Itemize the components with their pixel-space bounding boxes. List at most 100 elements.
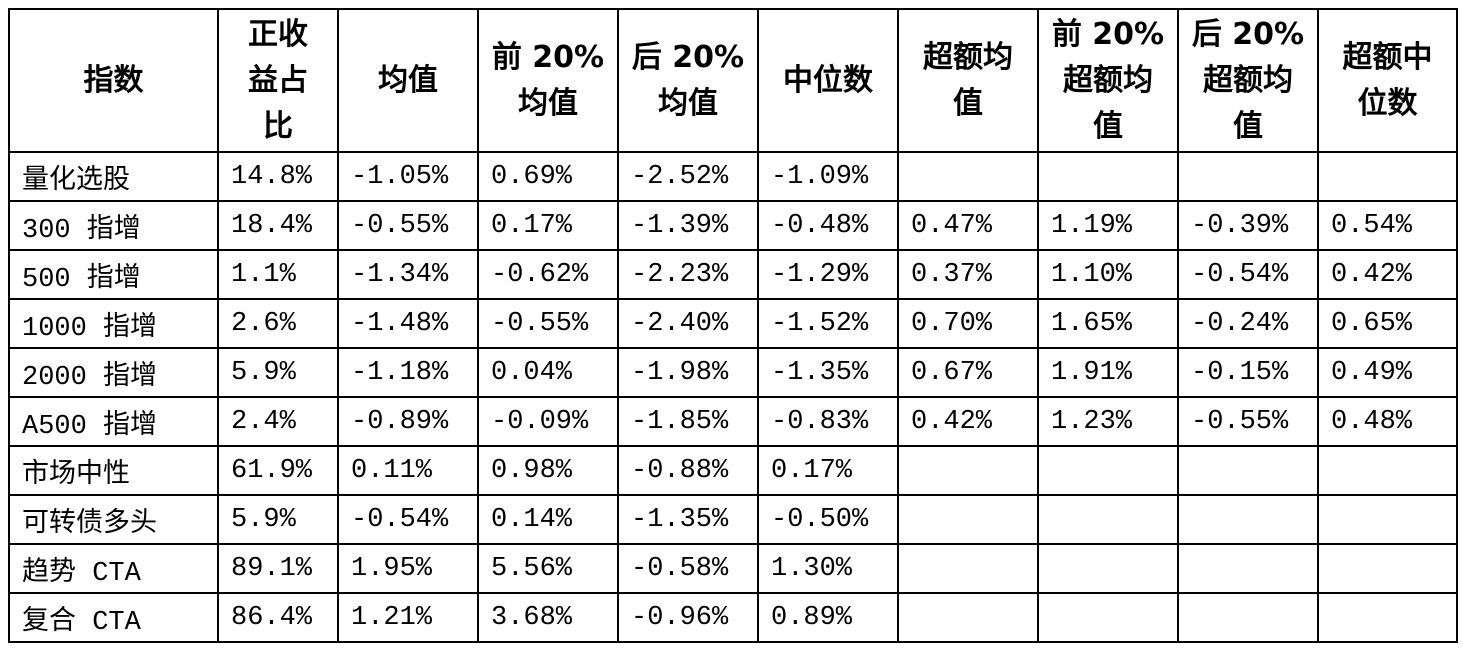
empty-cell [1037, 592, 1179, 643]
empty-cell [1317, 543, 1458, 594]
table-row: A500 指增 2.4% -0.89% -0.09% -1.85% -0.83% 0.42%… [8, 396, 1458, 447]
data-cell: -1.98% [617, 347, 759, 398]
data-table: 指数 正收 益占比均值前 20% 均值后 20% 均值 中位数 超额均值前 20% 超额均值后… [8, 8, 1458, 643]
data-cell: -0.58% [617, 543, 759, 594]
row-label: 复合 CTA [8, 592, 219, 643]
data-cell: -1.29% [757, 249, 899, 300]
data-cell: -0.50% [757, 494, 899, 545]
data-cell: 1.95% [337, 543, 479, 594]
data-cell: 1.10% [1037, 249, 1179, 300]
data-cell: 5.56% [477, 543, 619, 594]
table-row: 量化选股 14.8% -1.05% 0.69% -2.52% -1.09% [8, 151, 1458, 202]
header-text: 均值 [378, 62, 438, 98]
header-text: 超额均 [923, 39, 1013, 75]
data-cell: -1.35% [757, 347, 899, 398]
data-cell: 0.04% [477, 347, 619, 398]
row-label: 300 指增 [8, 200, 219, 251]
data-cell: 1.30% [757, 543, 899, 594]
data-cell: 0.65% [1317, 298, 1458, 349]
row-label: 500 指增 [8, 249, 219, 300]
data-cell: -1.09% [757, 151, 899, 202]
data-cell: -1.39% [617, 200, 759, 251]
row-label: 可转债多头 [8, 494, 219, 545]
header-text: 均值 [658, 85, 718, 121]
row-label: 市场中性 [8, 445, 219, 496]
data-cell: 5.9% [217, 347, 339, 398]
empty-cell [897, 494, 1039, 545]
empty-cell [1177, 151, 1319, 202]
data-cell: -0.88% [617, 445, 759, 496]
data-cell: 1.19% [1037, 200, 1179, 251]
data-cell: 2.4% [217, 396, 339, 447]
data-cell: 2.6% [217, 298, 339, 349]
data-cell: 0.42% [897, 396, 1039, 447]
empty-cell [1037, 543, 1179, 594]
data-cell: 0.11% [337, 445, 479, 496]
data-cell: -1.35% [617, 494, 759, 545]
header-text: 指数 [83, 62, 144, 98]
header-text: 值 [1233, 108, 1263, 144]
data-cell: 0.89% [757, 592, 899, 643]
empty-cell [1317, 151, 1458, 202]
empty-cell [897, 445, 1039, 496]
data-cell: 1.23% [1037, 396, 1179, 447]
table-row: 500 指增 1.1% -1.34% -0.62% -2.23% -1.29% 0.37% 1… [8, 249, 1458, 300]
data-cell: 0.48% [1317, 396, 1458, 447]
header-text: 值 [1093, 108, 1123, 144]
header-cell: 后 20% 均值 [617, 8, 759, 153]
header-text: 正收 [248, 16, 308, 52]
header-text: 后 20% [631, 39, 745, 75]
header-text: 益占 [248, 62, 308, 98]
data-cell: -0.09% [477, 396, 619, 447]
data-cell: 3.68% [477, 592, 619, 643]
empty-cell [1177, 445, 1319, 496]
data-cell: 0.17% [477, 200, 619, 251]
data-cell: -0.55% [477, 298, 619, 349]
data-cell: -2.23% [617, 249, 759, 300]
empty-cell [1177, 494, 1319, 545]
data-cell: 0.67% [897, 347, 1039, 398]
empty-cell [897, 543, 1039, 594]
empty-cell [1317, 494, 1458, 545]
header-text: 后 20% [1191, 16, 1305, 52]
row-label: 量化选股 [8, 151, 219, 202]
empty-cell [1177, 592, 1319, 643]
table-row: 300 指增 18.4% -0.55% 0.17% -1.39% -0.48% 0.47% 1… [8, 200, 1458, 251]
data-cell: -2.52% [617, 151, 759, 202]
data-cell: -0.39% [1177, 200, 1319, 251]
data-cell: -0.15% [1177, 347, 1319, 398]
data-cell: -0.48% [757, 200, 899, 251]
data-cell: -1.48% [337, 298, 479, 349]
table-row: 市场中性 61.9% 0.11% 0.98% -0.88% 0.17% [8, 445, 1458, 496]
empty-cell [1317, 592, 1458, 643]
data-cell: 18.4% [217, 200, 339, 251]
table-row: 趋势 CTA 89.1% 1.95% 5.56% -0.58% 1.30% [8, 543, 1458, 594]
data-cell: 0.49% [1317, 347, 1458, 398]
header-cell: 中位数 [757, 8, 899, 153]
data-cell: -2.40% [617, 298, 759, 349]
header-text: 超额均 [1063, 62, 1153, 98]
data-cell: 0.37% [897, 249, 1039, 300]
data-cell: 0.70% [897, 298, 1039, 349]
data-cell: 1.65% [1037, 298, 1179, 349]
data-cell: -1.85% [617, 396, 759, 447]
data-cell: -1.05% [337, 151, 479, 202]
table-row: 1000 指增 2.6% -1.48% -0.55% -2.40% -1.52% 0.70%… [8, 298, 1458, 349]
data-cell: 61.9% [217, 445, 339, 496]
data-cell: 0.69% [477, 151, 619, 202]
data-cell: 1.91% [1037, 347, 1179, 398]
data-cell: -0.89% [337, 396, 479, 447]
data-cell: 0.14% [477, 494, 619, 545]
header-text: 前 20% [491, 39, 605, 75]
data-cell: 1.1% [217, 249, 339, 300]
header-cell: 正收 益占比 [217, 8, 339, 153]
row-label: 2000 指增 [8, 347, 219, 398]
header-cell: 后 20% 超额均值 [1177, 8, 1319, 153]
header-cell: 前 20% 均值 [477, 8, 619, 153]
header-row: 指数 正收 益占比均值前 20% 均值后 20% 均值 中位数 超额均值前 20% 超额均值后… [8, 8, 1458, 153]
data-cell: -0.54% [1177, 249, 1319, 300]
data-cell: -0.24% [1177, 298, 1319, 349]
data-cell: 89.1% [217, 543, 339, 594]
data-cell: -0.55% [337, 200, 479, 251]
header-cell: 超额均值 [897, 8, 1039, 153]
